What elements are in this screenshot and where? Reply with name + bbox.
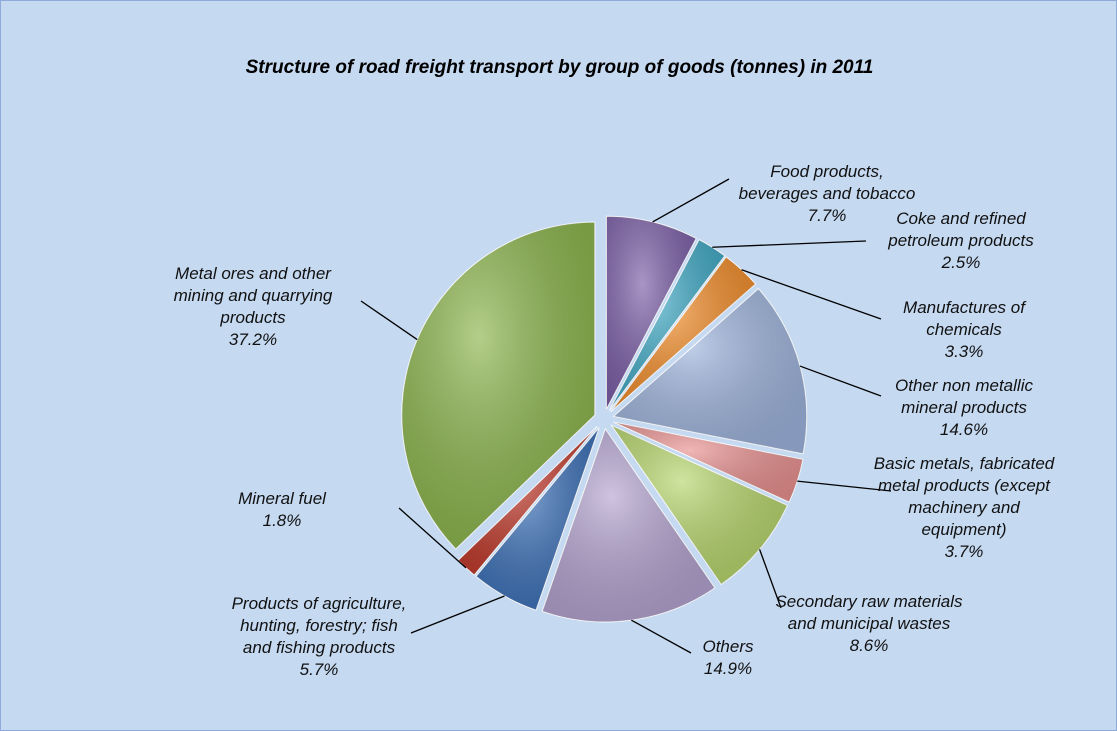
leader-line xyxy=(799,365,882,397)
slice-label: Secondary raw materials and municipal wa… xyxy=(774,591,964,657)
category-label: Coke and refined petroleum products xyxy=(888,209,1034,250)
leader-line xyxy=(758,549,782,609)
leader-line xyxy=(652,178,730,223)
category-label: Food products, beverages and tobacco xyxy=(738,162,916,203)
value-label: 14.9% xyxy=(703,659,753,678)
value-label: 14.6% xyxy=(939,420,989,439)
slice-label: Other non metallic mineral products 14.6% xyxy=(869,375,1059,441)
slice-label: Manufactures of chemicals 3.3% xyxy=(869,297,1059,363)
leader-line xyxy=(797,480,892,492)
slice-label: Coke and refined petroleum products 2.5% xyxy=(866,208,1056,274)
value-label: 3.7% xyxy=(944,542,984,561)
slice-label: Others 14.9% xyxy=(633,636,823,680)
value-label: 7.7% xyxy=(807,206,847,225)
category-label: Basic metals, fabricated metal products … xyxy=(873,454,1055,539)
leader-line xyxy=(741,269,882,320)
slice-label: Metal ores and other mining and quarryin… xyxy=(158,263,348,351)
category-label: Other non metallic mineral products xyxy=(895,376,1033,417)
value-label: 1.8% xyxy=(262,511,302,530)
leader-line xyxy=(410,595,505,634)
value-label: 37.2% xyxy=(228,330,278,349)
value-label: 2.5% xyxy=(941,253,981,272)
leader-line xyxy=(360,300,418,341)
leader-line xyxy=(712,240,867,248)
category-label: Mineral fuel xyxy=(238,489,326,508)
value-label: 5.7% xyxy=(299,660,339,679)
value-label: 3.3% xyxy=(944,342,984,361)
slice-label: Basic metals, fabricated metal products … xyxy=(869,453,1059,563)
leader-line xyxy=(631,619,692,654)
category-label: Others xyxy=(702,637,754,656)
slice-label: Mineral fuel 1.8% xyxy=(187,488,377,532)
category-label: Secondary raw materials and municipal wa… xyxy=(775,592,963,633)
slice-label: Food products, beverages and tobacco 7.7% xyxy=(732,161,922,227)
value-label: 8.6% xyxy=(849,636,889,655)
slice-label: Products of agriculture, hunting, forest… xyxy=(224,593,414,681)
category-label: Manufactures of chemicals xyxy=(903,298,1025,339)
chart-title: Structure of road freight transport by g… xyxy=(245,57,874,78)
category-label: Products of agriculture, hunting, forest… xyxy=(231,594,407,657)
category-label: Metal ores and other mining and quarryin… xyxy=(173,264,333,327)
